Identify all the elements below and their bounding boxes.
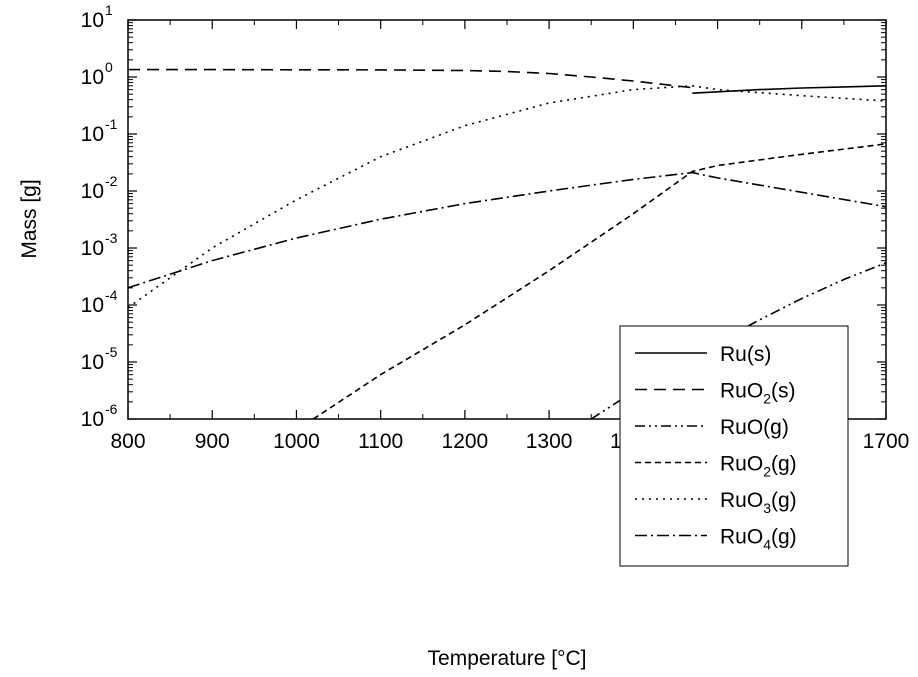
- legend-label: RuO4(g): [720, 526, 797, 553]
- legend: Ru(s) RuO2(s) RuO(g) RuO2(g) RuO3(g) RuO4(g): [619, 325, 849, 567]
- x-tick-label: 900: [195, 430, 230, 453]
- y-tick-label: 10: [81, 294, 104, 317]
- legend-label: RuO2(s): [720, 380, 795, 407]
- y-tick-label: 10: [81, 237, 104, 260]
- legend-label: RuO3(g): [720, 489, 797, 516]
- series-line-ru-s: [692, 85, 887, 94]
- y-tick-exponent: -6: [105, 401, 118, 417]
- y-tick-exponent: -4: [105, 287, 118, 303]
- y-tick-label: 10: [81, 180, 104, 203]
- y-tick-exponent: -1: [105, 116, 118, 132]
- y-tick-label: 10: [81, 123, 104, 146]
- x-axis-label: Temperature [°C]: [428, 647, 587, 670]
- legend-box: [619, 325, 849, 567]
- y-tick-exponent: -3: [105, 230, 118, 246]
- x-tick-label: 1100: [358, 430, 403, 453]
- legend-label: RuO2(g): [720, 453, 797, 480]
- y-tick-label: 10: [81, 351, 104, 374]
- legend-label: RuO(g): [720, 416, 789, 439]
- y-axis-label: Mass [g]: [18, 179, 41, 258]
- y-tick-exponent: 0: [105, 59, 113, 75]
- series-line-ruo2-s: [128, 68, 693, 89]
- x-tick-label: 1300: [526, 430, 573, 453]
- series-line-ruo4-g: [127, 171, 887, 289]
- y-tick-exponent: -2: [105, 173, 118, 189]
- x-tick-label: 1000: [273, 430, 320, 453]
- y-tick-label: 10: [81, 66, 104, 89]
- legend-label: Ru(s): [720, 343, 771, 366]
- x-tick-label: 800: [110, 430, 145, 453]
- plot-frame: [127, 19, 887, 420]
- x-tick-label: 1200: [442, 430, 489, 453]
- series-line-ruo2-g: [312, 143, 887, 420]
- y-tick-label: 10: [81, 408, 104, 431]
- y-tick-label: 10: [81, 9, 104, 32]
- x-tick-label: 1700: [863, 430, 910, 453]
- y-tick-exponent: 1: [105, 2, 113, 18]
- y-tick-exponent: -5: [105, 344, 118, 360]
